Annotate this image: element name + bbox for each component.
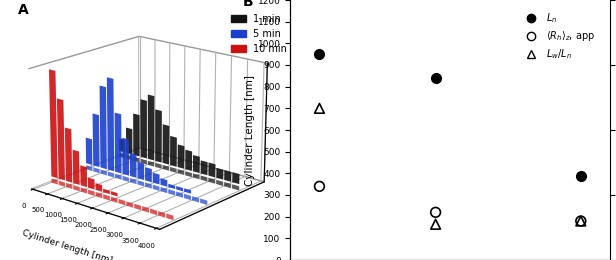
Point <box>431 210 440 214</box>
Legend: $L_n$, $\langle R_h\rangle_z$, app, $L_w/L_n$: $L_n$, $\langle R_h\rangle_z$, app, $L_w… <box>517 8 599 65</box>
Point <box>315 52 325 56</box>
Text: B: B <box>243 0 253 9</box>
X-axis label: Cylinder length [nm]: Cylinder length [nm] <box>21 229 113 260</box>
Point <box>315 184 325 188</box>
Legend: 1 min, 5 min, 10 min: 1 min, 5 min, 10 min <box>227 10 291 57</box>
Point <box>576 173 586 178</box>
Point <box>576 219 586 223</box>
Point <box>431 76 440 80</box>
Text: A: A <box>18 3 28 17</box>
Y-axis label: Cylinder Length [nm]: Cylinder Length [nm] <box>245 75 255 185</box>
Point <box>315 106 325 110</box>
Point <box>576 219 586 223</box>
Point <box>431 222 440 226</box>
